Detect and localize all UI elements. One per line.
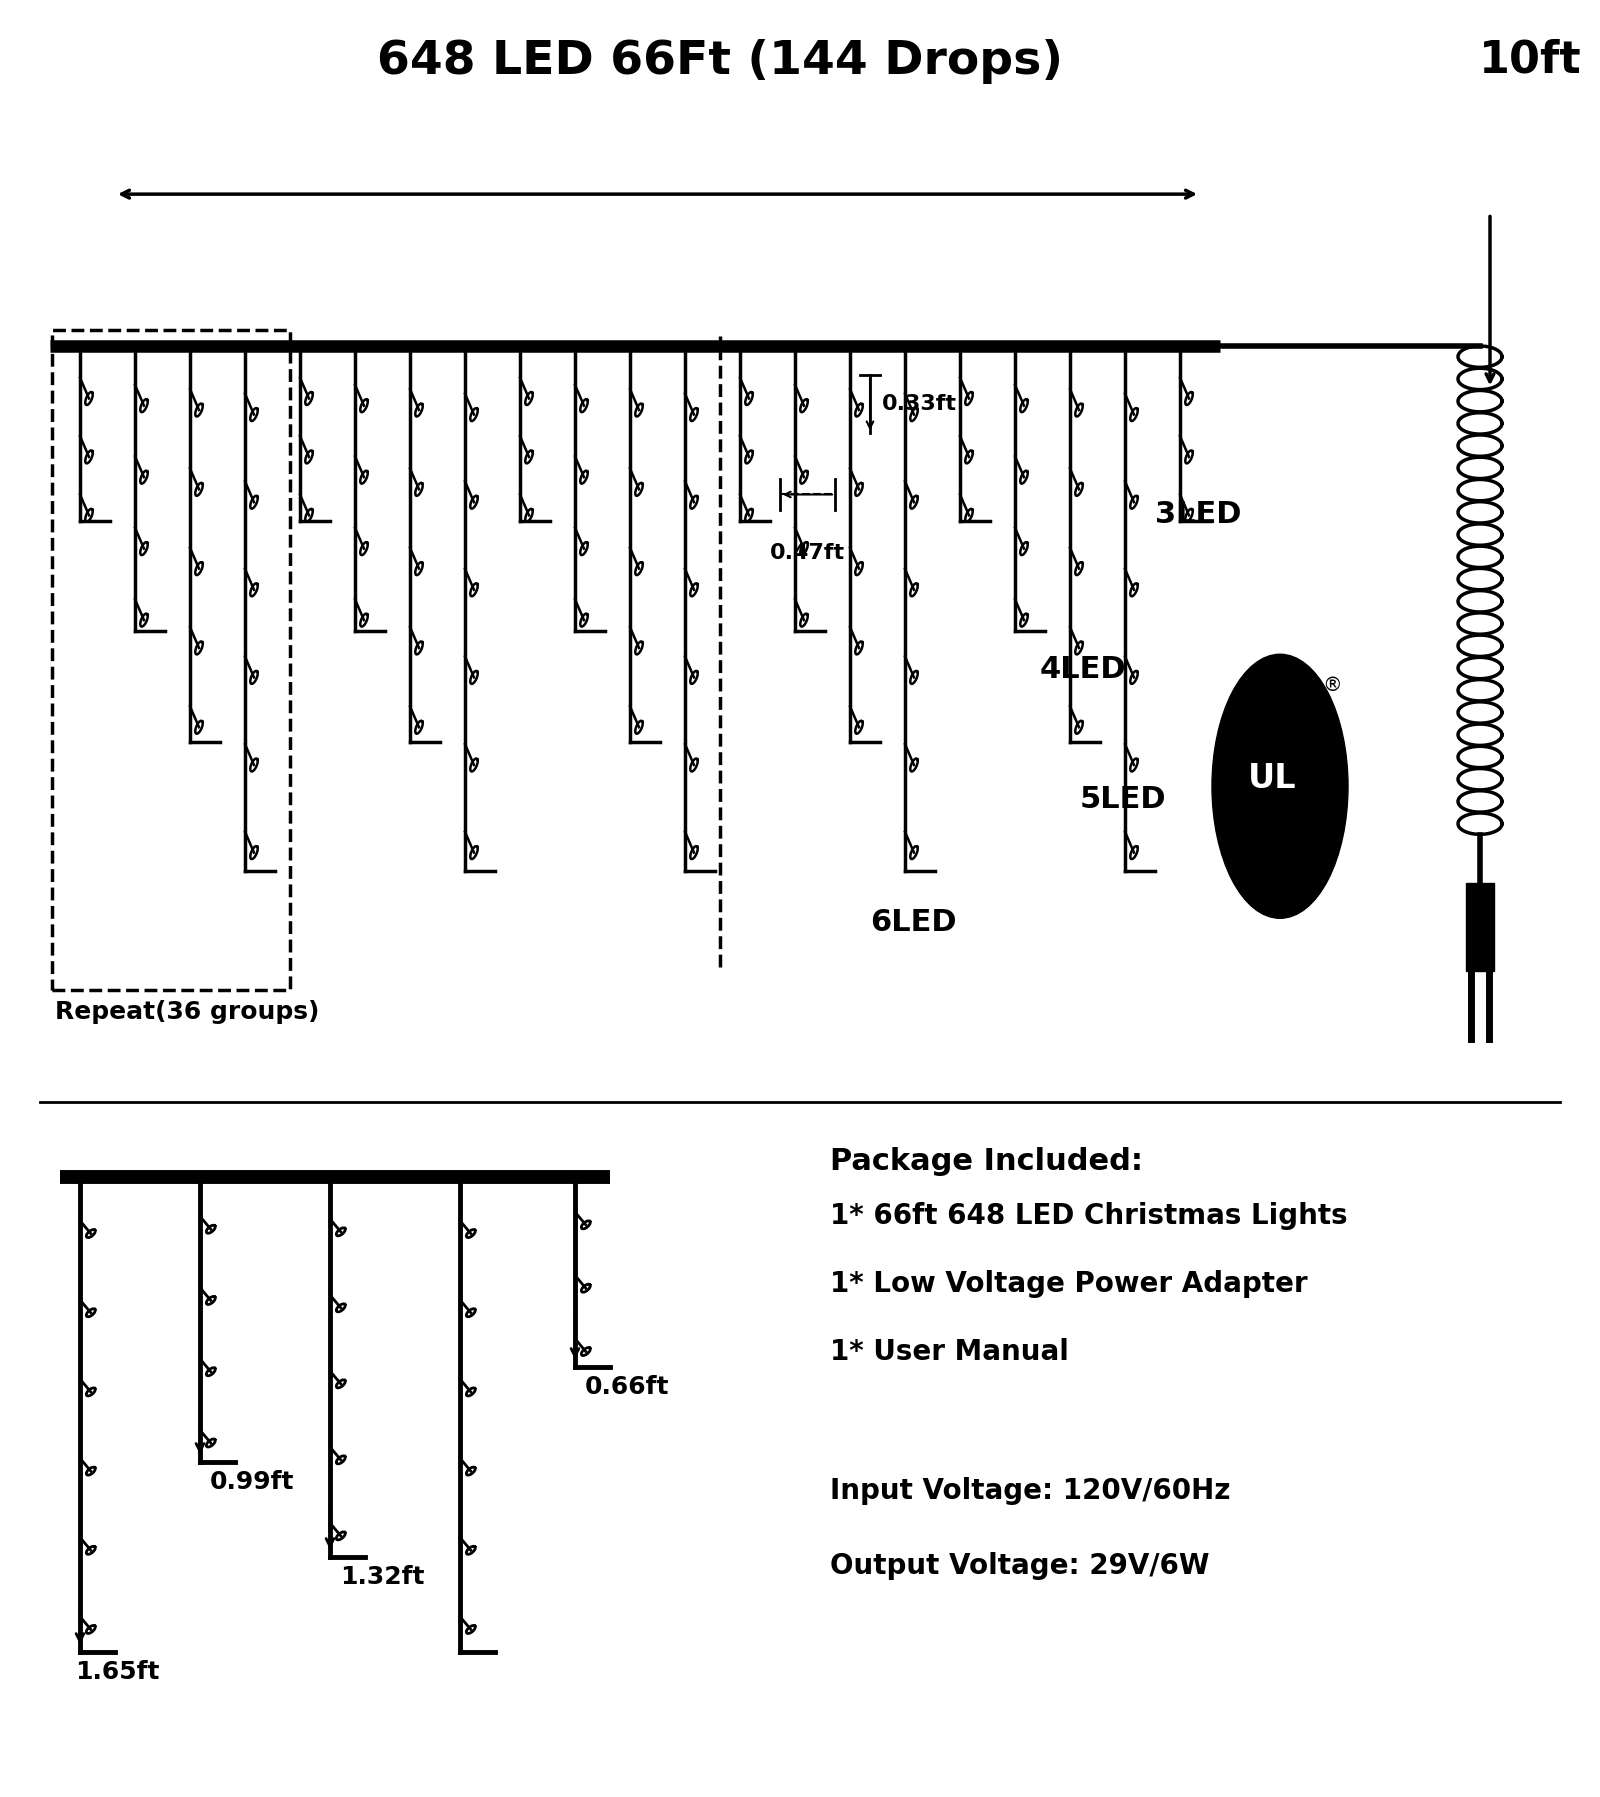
Text: 0.47ft: 0.47ft [770, 543, 845, 562]
Text: 5LED: 5LED [1080, 785, 1166, 814]
Text: 4LED: 4LED [1040, 656, 1126, 685]
Text: 1* 66ft 648 LED Christmas Lights: 1* 66ft 648 LED Christmas Lights [830, 1202, 1347, 1231]
Text: 0.99ft: 0.99ft [210, 1470, 294, 1493]
Text: 10ft: 10ft [1478, 40, 1581, 83]
Text: Repeat(36 groups): Repeat(36 groups) [54, 999, 320, 1024]
Text: 3LED: 3LED [1155, 500, 1242, 528]
Text: 1* Low Voltage Power Adapter: 1* Low Voltage Power Adapter [830, 1270, 1307, 1297]
Text: 1.65ft: 1.65ft [75, 1660, 160, 1684]
Bar [51, 331, 290, 990]
Text: ®: ® [1322, 676, 1342, 695]
Text: Output Voltage: 29V/6W: Output Voltage: 29V/6W [830, 1553, 1210, 1580]
Text: 0.66ft: 0.66ft [586, 1375, 669, 1400]
Text: 1* User Manual: 1* User Manual [830, 1339, 1069, 1366]
Text: UL: UL [1248, 762, 1296, 794]
Text: 648 LED 66Ft (144 Drops): 648 LED 66Ft (144 Drops) [378, 40, 1062, 84]
Bar [1466, 884, 1494, 970]
Text: 1.32ft: 1.32ft [339, 1565, 424, 1589]
Text: 0.33ft: 0.33ft [882, 394, 957, 413]
Circle shape [1213, 654, 1347, 918]
Text: Input Voltage: 120V/60Hz: Input Voltage: 120V/60Hz [830, 1477, 1230, 1506]
Text: Package Included:: Package Included: [830, 1146, 1142, 1177]
Text: 6LED: 6LED [870, 907, 957, 936]
